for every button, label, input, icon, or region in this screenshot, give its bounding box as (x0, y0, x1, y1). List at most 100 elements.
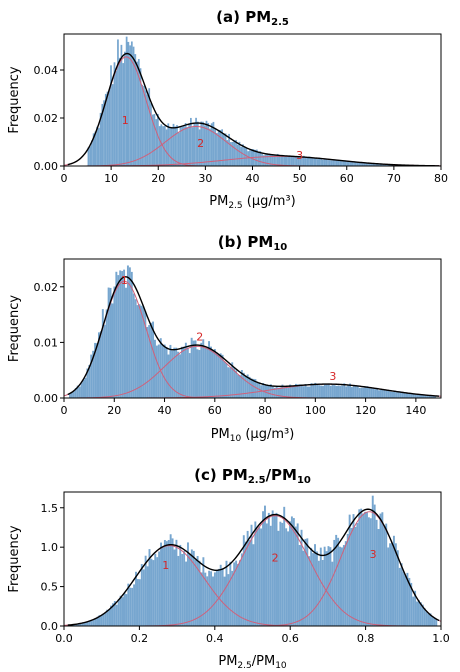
hist-bar (370, 388, 373, 398)
hist-bar (91, 140, 93, 166)
hist-bar (392, 535, 395, 626)
hist-bar (339, 386, 342, 398)
x-axis-label: PM10 (μg/m³) (211, 427, 295, 444)
hist-bar (308, 386, 311, 398)
hist-bar (152, 321, 154, 398)
hist-bar (269, 153, 272, 166)
hist-bar (90, 354, 93, 398)
hist-bar (193, 122, 196, 166)
hist-bar (399, 391, 402, 398)
hist-bar (339, 160, 342, 166)
hist-bar (123, 593, 126, 626)
hist-bar (277, 387, 280, 398)
hist-bar (360, 508, 363, 626)
hist-bar (401, 391, 404, 398)
hist-bar (430, 395, 433, 398)
hist-bar (292, 518, 295, 626)
y-axis-label: Frequency (7, 525, 22, 592)
hist-bar (237, 374, 239, 398)
hist-bar (106, 91, 109, 166)
hist-bar (240, 146, 243, 166)
x-tick-label: 1.0 (432, 632, 450, 645)
hist-bar (419, 602, 422, 626)
hist-bar (386, 164, 388, 166)
hist-bar (304, 384, 307, 398)
hist-bar (281, 522, 284, 626)
component-label-2: 2 (196, 331, 203, 344)
hist-bar (362, 387, 365, 398)
hist-bar (406, 572, 409, 626)
hist-bar (383, 525, 386, 626)
hist-bar (412, 394, 415, 398)
hist-bar (99, 331, 102, 398)
hist-bar (288, 156, 291, 166)
hist-bar (275, 154, 277, 166)
hist-bar (121, 597, 124, 626)
hist-bar (344, 541, 347, 626)
hist-bar (171, 350, 174, 398)
component-label-2: 2 (197, 137, 204, 150)
hist-bar (342, 160, 345, 166)
hist-bar (179, 354, 182, 398)
hist-bar (315, 551, 318, 626)
hist-bar (255, 149, 258, 166)
hist-bar (273, 387, 276, 398)
hist-bar (267, 512, 270, 626)
hist-bar (200, 572, 203, 626)
hist-bar (245, 148, 248, 166)
hist-bar (170, 127, 173, 166)
hist-bar (136, 305, 139, 398)
hist-bar (80, 382, 83, 398)
hist-bar (123, 269, 126, 398)
x-tick-label: 120 (355, 404, 376, 417)
hist-bar (342, 544, 345, 626)
hist-bar (293, 385, 295, 398)
hist-bar (117, 599, 120, 626)
hist-bar (188, 124, 190, 166)
hist-bar (129, 587, 132, 626)
hist-bar (325, 383, 328, 398)
hist-bar (210, 123, 213, 166)
x-tick-label: 100 (305, 404, 326, 417)
hist-bar (144, 555, 147, 626)
hist-bar (177, 132, 180, 166)
hist-bar (144, 311, 147, 398)
hist-bar (177, 351, 180, 398)
hist-bar (356, 162, 359, 166)
hist-bar (397, 391, 400, 398)
hist-bar (242, 372, 245, 398)
hist-bar (360, 161, 362, 166)
hist-bar (88, 620, 91, 626)
hist-bar (271, 154, 274, 166)
hist-bar (229, 561, 232, 626)
hist-bar (87, 147, 90, 166)
hist-bar (89, 146, 92, 166)
hist-bar (285, 528, 288, 626)
hist-bar (362, 513, 365, 626)
hist-bar (171, 538, 174, 626)
hist-bar (431, 616, 434, 626)
hist-bar (364, 386, 367, 398)
hist-bar (310, 547, 313, 626)
hist-bar (299, 157, 302, 166)
hist-bar (312, 384, 315, 398)
hist-bar (279, 387, 282, 398)
hist-bar (246, 374, 249, 398)
hist-bar (346, 533, 349, 626)
chart-title-part: 2.5 (248, 475, 266, 486)
hist-bar (428, 395, 431, 398)
hist-bar (301, 156, 303, 166)
hist-bar (290, 155, 293, 166)
hist-bar (233, 562, 236, 626)
hist-bar (273, 154, 276, 166)
hist-bar (117, 275, 120, 398)
hist-bar (146, 566, 149, 626)
hist-bar (225, 560, 228, 626)
hist-bar (262, 511, 264, 626)
hist-bar (163, 344, 166, 398)
hist-bar (283, 386, 286, 398)
hist-bar (115, 70, 118, 166)
hist-bar (151, 114, 154, 166)
hist-bar (354, 162, 357, 166)
